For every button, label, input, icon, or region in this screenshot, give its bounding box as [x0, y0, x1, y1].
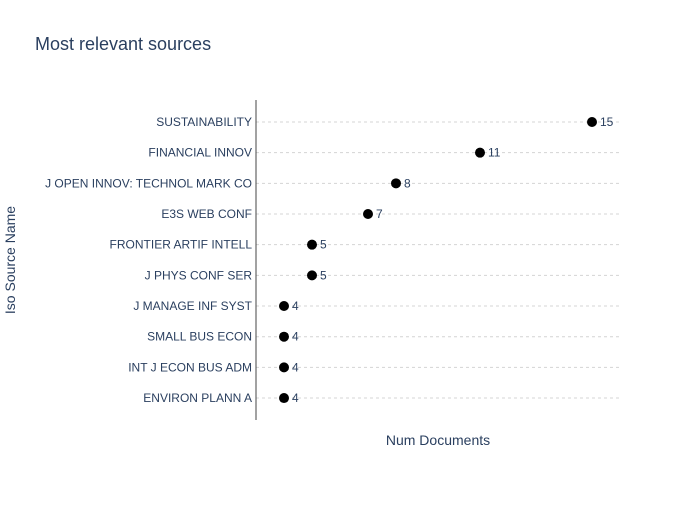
y-tick-label: INT J ECON BUS ADM	[128, 360, 252, 374]
data-label: 5	[320, 268, 327, 282]
data-label-layer: 15 11 8 7 5 5 4 4 4 4	[292, 115, 614, 405]
y-tick-label: FINANCIAL INNOV	[148, 146, 252, 160]
chart-title: Most relevant sources	[35, 34, 211, 54]
data-point[interactable]	[279, 331, 289, 342]
y-tick-label: J PHYS CONF SER	[145, 268, 253, 282]
data-label: 4	[292, 299, 299, 313]
data-label: 4	[292, 360, 299, 374]
data-point[interactable]	[475, 147, 485, 158]
data-point[interactable]	[307, 270, 317, 281]
y-tick-label: FRONTIER ARTIF INTELL	[110, 238, 253, 252]
y-tick-label: SUSTAINABILITY	[156, 115, 252, 129]
y-axis-label: Iso Source Name	[2, 206, 18, 314]
data-point[interactable]	[363, 209, 373, 220]
data-point[interactable]	[279, 362, 289, 373]
data-label: 8	[404, 176, 411, 190]
y-tick-label: SMALL BUS ECON	[147, 330, 252, 344]
data-point[interactable]	[279, 393, 289, 404]
data-label: 4	[292, 330, 299, 344]
tick-label-layer: SUSTAINABILITY FINANCIAL INNOV J OPEN INNO…	[45, 115, 253, 405]
y-tick-label: ENVIRON PLANN A	[143, 391, 252, 405]
data-label: 15	[600, 115, 614, 129]
data-point[interactable]	[391, 178, 401, 189]
data-point[interactable]	[587, 117, 597, 127]
data-point[interactable]	[279, 301, 289, 312]
data-label: 4	[292, 391, 299, 405]
data-point[interactable]	[307, 239, 317, 250]
marker-layer	[279, 117, 597, 404]
y-tick-label: J OPEN INNOV: TECHNOL MARK CO	[45, 176, 252, 190]
grid-layer	[256, 121, 620, 399]
data-label: 7	[376, 207, 383, 221]
data-label: 11	[488, 146, 501, 160]
x-axis-label: Num Documents	[386, 432, 490, 448]
data-label: 5	[320, 238, 327, 252]
y-tick-label: E3S WEB CONF	[161, 207, 252, 221]
y-tick-label: J MANAGE INF SYST	[133, 299, 252, 313]
